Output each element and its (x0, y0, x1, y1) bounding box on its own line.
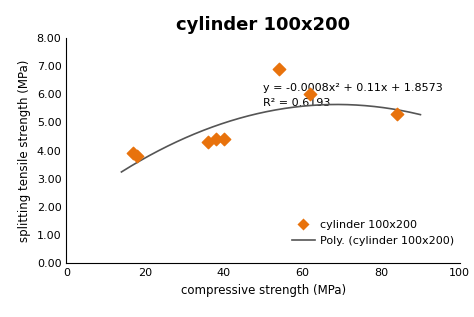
Point (307, 92, 314, 97)
Legend: cylinder 100x200, Poly. (cylinder 100x200): cylinder 100x200, Poly. (cylinder 100x20… (292, 220, 454, 246)
Point (204, 139, 212, 145)
X-axis label: compressive strength (MPa): compressive strength (MPa) (181, 283, 346, 296)
Point (133, 154, 141, 159)
Point (393, 112, 401, 117)
Text: y = -0.0008x² + 0.11x + 1.8573
R² = 0.6193: y = -0.0008x² + 0.11x + 1.8573 R² = 0.61… (263, 83, 443, 108)
Point (212, 137, 219, 142)
Y-axis label: splitting tensile strength (MPa): splitting tensile strength (MPa) (18, 59, 31, 242)
Point (220, 137, 228, 142)
Point (129, 151, 137, 156)
Point (275, 67, 283, 72)
Title: cylinder 100x200: cylinder 100x200 (176, 16, 350, 34)
